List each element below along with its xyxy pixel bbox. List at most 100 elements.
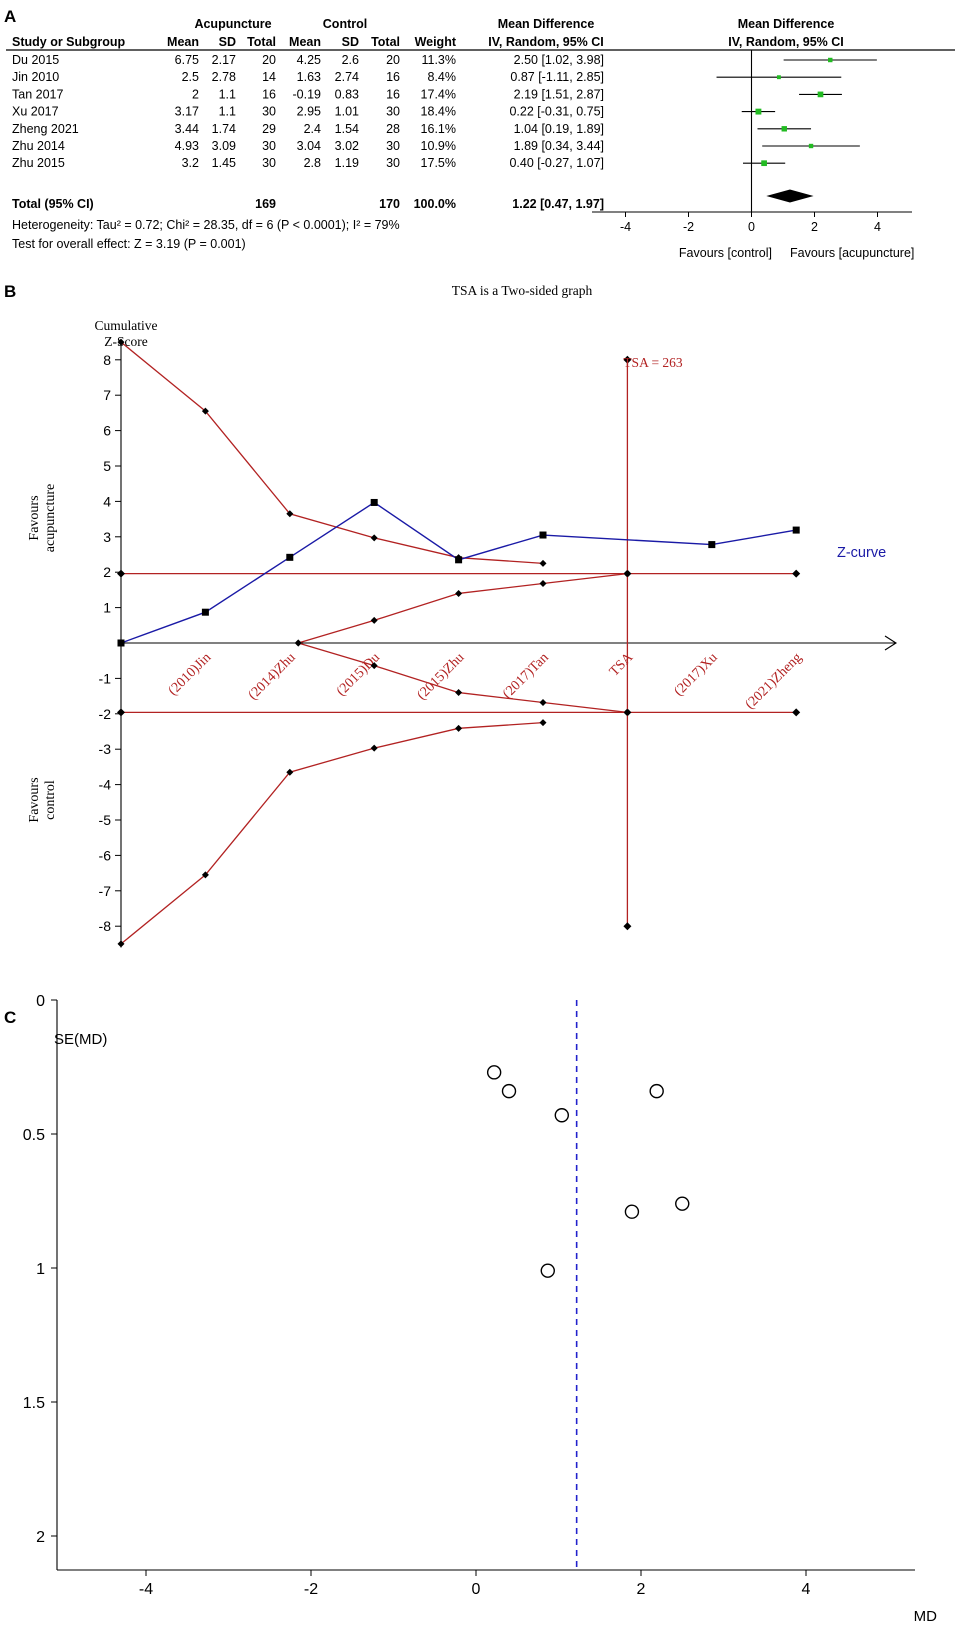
cell-c-total: 20: [386, 53, 400, 67]
tsa-y-tick-label: 8: [103, 352, 111, 368]
boundary-point: [286, 768, 294, 776]
effect-marker: [776, 75, 781, 80]
funnel-x-tick-label: 2: [637, 1581, 646, 1598]
study-rows: Du 2015 6.75 2.17 20 4.25 2.6 20 11.3% 2.50 [1.0…: [12, 53, 604, 170]
pooled-diamond: [766, 189, 814, 203]
boundary-point: [370, 616, 378, 624]
cell-weight: 11.3%: [421, 53, 456, 67]
col-weight: Weight: [415, 35, 457, 49]
study-point: [624, 1204, 640, 1219]
col-t-mean: Mean: [167, 35, 199, 49]
cell-c-total: 30: [386, 105, 400, 119]
x-tick-label: -2: [683, 220, 694, 234]
cell-c-sd: 1.19: [335, 156, 359, 170]
col-ci-plot: IV, Random, 95% CI: [728, 35, 844, 49]
cell-c-sd: 2.6: [342, 53, 359, 67]
cell-c-mean: 2.95: [297, 105, 321, 119]
tsa-line-marker: [623, 922, 632, 931]
cell-weight: 16.1%: [421, 122, 456, 136]
cell-t-sd: 2.78: [212, 70, 236, 84]
cell-weight: 17.4%: [421, 87, 456, 101]
cell-c-total: 30: [386, 156, 400, 170]
boundary-point: [623, 708, 631, 716]
cell-t-mean: 3.44: [175, 122, 199, 136]
favours-control-line2: control: [43, 780, 58, 820]
tsa-ylabel-line2: Z-Score: [104, 334, 147, 349]
x-tick-label: 0: [748, 220, 755, 234]
study-name: Zhu 2015: [12, 156, 65, 170]
z-curve-point: [792, 526, 800, 534]
cell-ci-text: 2.19 [1.51, 2.87]: [514, 87, 604, 101]
cell-c-total: 30: [386, 139, 400, 153]
tsa-y-tick-label: 3: [103, 529, 111, 545]
effect-marker: [781, 126, 787, 132]
boundary-point: [370, 744, 378, 752]
monitoring-boundary-upper: [120, 341, 544, 564]
cell-ci-text: 0.22 [-0.31, 0.75]: [509, 105, 604, 119]
funnel-y-tick-label: 1.5: [23, 1395, 45, 1412]
boundary-point: [623, 570, 631, 578]
forest-plot-area: -4 -2 0 2 4: [592, 50, 912, 234]
tsa-x-label: (2015)Zhu: [414, 650, 467, 703]
z-curve-line: [120, 501, 797, 644]
cell-c-sd: 1.01: [335, 105, 359, 119]
favours-acupuncture-line1: Favours: [27, 495, 42, 540]
panel-label-c: C: [4, 1008, 16, 1027]
tsa-y-tick-label: 6: [103, 423, 111, 439]
cell-t-total: 30: [262, 139, 276, 153]
cell-c-total: 28: [386, 122, 400, 136]
tsa-x-label: (2017)Tan: [500, 650, 552, 702]
monitoring-boundary-lower: [120, 722, 544, 945]
tsa-y-tick-label: 2: [103, 564, 111, 580]
tsa-x-axis-arrow: [884, 635, 898, 651]
cell-t-total: 29: [262, 122, 276, 136]
cell-t-total: 30: [262, 156, 276, 170]
tsa-y-tick-label: 4: [103, 493, 111, 509]
boundary-point: [201, 407, 209, 415]
boundary-marker: [117, 708, 125, 717]
funnel-y-tick-label: 1: [36, 1261, 45, 1278]
col-study: Study or Subgroup: [12, 35, 126, 49]
boundary-point: [286, 510, 294, 518]
tsa-sample-label: TSA = 263: [623, 355, 683, 370]
total-row: Total (95% CI) 169 170 100.0% 1.22 [0.47…: [12, 197, 604, 251]
boundary-point: [539, 559, 547, 567]
tsa-y-tick-label: -1: [99, 670, 112, 686]
col-t-sd: SD: [219, 35, 236, 49]
boundary-point: [201, 871, 209, 879]
cell-t-sd: 2.17: [212, 53, 236, 67]
cell-ci-text: 0.40 [-0.27, 1.07]: [509, 156, 604, 170]
study-name: Xu 2017: [12, 105, 59, 119]
tsa-y-tick-label: 1: [103, 600, 111, 616]
cell-c-sd: 3.02: [335, 139, 359, 153]
col-c-sd: SD: [342, 35, 359, 49]
study-name: Du 2015: [12, 53, 59, 67]
cell-weight: 8.4%: [428, 70, 457, 84]
zcurve-label: Z-curve: [837, 545, 886, 561]
panel-label-b: B: [4, 282, 16, 301]
cell-c-mean: 2.4: [304, 122, 321, 136]
cell-c-mean: -0.19: [293, 87, 322, 101]
header-treatment: Acupuncture: [194, 17, 271, 31]
cell-c-mean: 4.25: [297, 53, 321, 67]
cell-t-total: 16: [262, 87, 276, 101]
total-weight: 100.0%: [414, 197, 456, 211]
cell-ci-text: 0.87 [-1.11, 2.85]: [510, 70, 604, 84]
boundary-point: [370, 534, 378, 542]
study-point: [486, 1065, 502, 1080]
tsa-y-tick-label: -7: [99, 883, 112, 899]
cell-ci-text: 2.50 [1.02, 3.98]: [514, 53, 604, 67]
boundary-point: [455, 724, 463, 732]
boundary-point: [539, 580, 547, 588]
col-c-mean: Mean: [289, 35, 321, 49]
tsa-y-tick-label: -6: [99, 847, 112, 863]
tsa-y-tick-label: 5: [103, 458, 111, 474]
total-ci-text: 1.22 [0.47, 1.97]: [512, 197, 604, 211]
z-curve-point: [201, 608, 209, 616]
cell-t-mean: 3.17: [175, 105, 199, 119]
cell-t-mean: 2.5: [182, 70, 199, 84]
z-curve-point: [117, 639, 125, 647]
boundary-marker: [792, 708, 801, 717]
favours-acupuncture-line2: acupuncture: [43, 484, 58, 552]
boundary-point: [117, 338, 125, 346]
